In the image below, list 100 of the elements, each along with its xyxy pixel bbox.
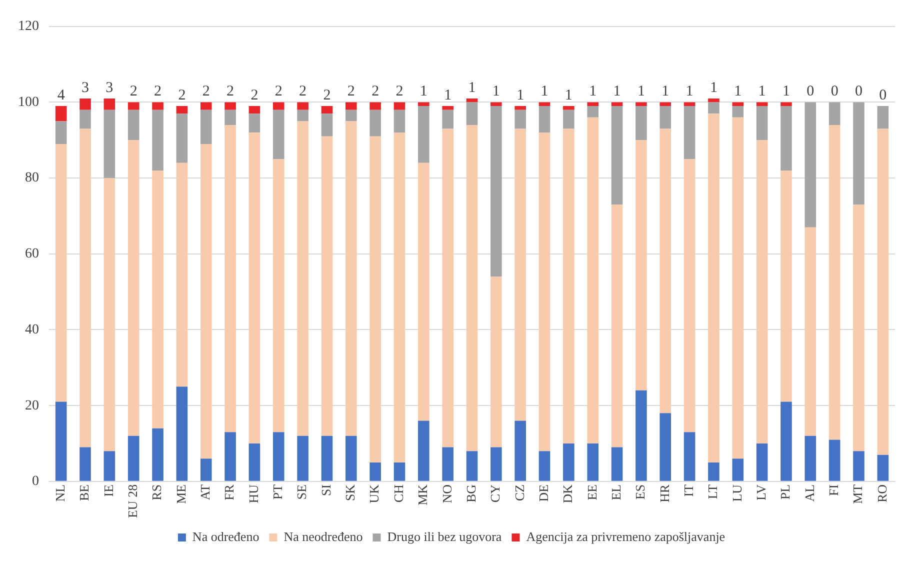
bar [418,106,430,163]
bar [104,451,116,481]
bar [708,462,720,481]
data-label: 2 [154,84,162,100]
bar [418,162,430,421]
bar [297,102,308,110]
bar [152,170,164,428]
x-tick-label: IT [680,484,696,497]
data-label: 2 [299,84,307,100]
x-tick-label: EL [608,484,624,500]
bar [321,114,333,136]
bar [394,462,406,481]
bar [514,106,526,110]
bar [345,436,357,481]
x-tick-label: IE [100,484,116,497]
bar [345,121,357,436]
data-label: 1 [734,84,742,100]
x-tick-label: CH [390,484,406,502]
data-label: 1 [444,87,452,104]
data-label: 1 [686,84,694,100]
bar [828,124,840,440]
bar [684,102,696,106]
legend-label: Na neodređeno [284,528,363,544]
bar [80,110,91,129]
bar [636,390,647,481]
data-label: 0 [854,84,862,100]
data-label: 1 [637,84,645,100]
bar [828,102,840,125]
data-label: 2 [226,84,234,100]
bar [708,98,720,102]
data-label: 1 [782,84,790,100]
bar [732,106,744,118]
bar [80,98,91,110]
bar [780,102,792,106]
bar [345,102,357,110]
bar [297,110,308,122]
x-tick-label: PL [778,484,793,500]
data-label: 0 [879,87,887,104]
bar [877,128,889,455]
x-tick-label: NO [439,484,454,504]
bar [466,451,478,481]
x-tick-label: AT [198,484,213,500]
bar [563,110,574,129]
bar [152,102,164,110]
bar [611,102,623,106]
bar [224,110,236,125]
bar [55,402,67,481]
x-tick-label: BE [76,484,92,502]
bar [756,106,768,140]
y-tick-label: 80 [25,170,39,186]
bar [853,451,864,481]
bar [104,110,116,178]
data-label: 1 [540,84,548,100]
bar [442,447,454,481]
x-tick-label: FI [826,484,841,496]
bar [563,444,574,481]
bar [370,102,381,110]
y-tick-label: 0 [32,474,39,490]
data-label: 1 [662,84,670,100]
bar [442,128,454,448]
bar [708,114,720,462]
y-tick-label: 100 [18,94,39,110]
legend-label: Drugo ili bez ugovora [387,528,502,544]
x-tick-label: EE [584,484,600,500]
x-tick-label: CZ [512,484,527,502]
bar [321,106,333,114]
bar [466,98,478,102]
y-tick-label: 120 [18,19,39,34]
bar [756,444,768,481]
bar [684,432,696,481]
x-tick-label: AL [802,484,817,502]
bar [538,106,550,133]
data-label: 2 [323,87,331,104]
x-tick-label: RO [874,484,890,502]
bar [804,227,816,436]
bar [611,106,623,205]
data-label: 1 [564,87,572,104]
data-label: 0 [806,84,814,100]
bar [490,106,502,277]
bar [514,128,526,421]
bar [297,436,308,481]
bar [104,98,116,110]
bar [370,136,381,462]
bar [224,102,236,110]
data-label: 1 [468,80,476,96]
bar [804,102,816,228]
bar [370,110,381,136]
x-tick-label: SE [294,484,310,500]
bar [128,140,140,436]
bar [248,132,260,444]
data-label: 0 [830,84,838,100]
bar [490,102,502,106]
bar [128,436,140,481]
x-tick-label: NL [52,484,68,502]
bar [248,106,260,114]
bar [176,106,188,114]
bar [732,458,744,481]
x-tick-label: LV [753,484,768,501]
bar [200,144,212,459]
bar [563,106,574,110]
